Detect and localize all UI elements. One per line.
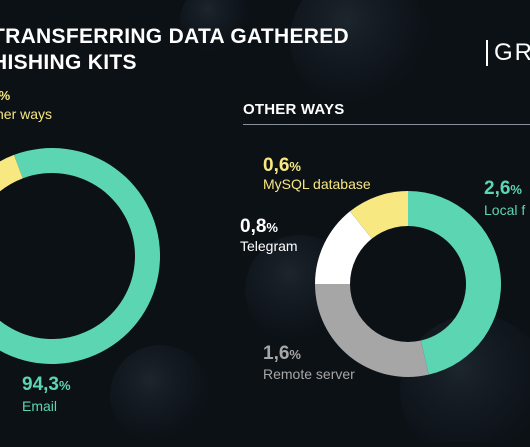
- slice-mysql-database: [350, 191, 408, 239]
- mysql-label: MySQL database: [263, 176, 371, 192]
- slice-email: [0, 148, 160, 364]
- logo-text: GR: [494, 39, 530, 66]
- slice-telegram: [315, 211, 372, 284]
- bubble-shape: [180, 0, 250, 55]
- bubble-shape: [290, 0, 430, 110]
- mysql-percent: 0,6%: [263, 155, 301, 176]
- slice-other-ways: [0, 154, 23, 192]
- email-percent: 94,3%: [22, 374, 71, 395]
- bubble-shape: [110, 345, 210, 445]
- other-ways-label: her ways: [0, 106, 53, 122]
- local-percent: 2,6%: [484, 178, 522, 199]
- local-label: Local f: [484, 202, 526, 218]
- slice-remote-server: [315, 284, 429, 377]
- chart-title-line-2: HISHING KITS: [0, 51, 137, 74]
- chart-title: TRANSFERRING DATA GATHERED HISHING KITS: [0, 24, 349, 76]
- slice-local-f: [408, 191, 501, 375]
- remote-label: Remote server: [263, 366, 355, 382]
- logo-bar-icon: [486, 40, 488, 66]
- chart-title-line-1: TRANSFERRING DATA GATHERED: [0, 25, 350, 48]
- telegram-label: Telegram: [240, 238, 298, 254]
- section-divider: [243, 124, 530, 125]
- telegram-percent: 0,8%: [240, 216, 278, 237]
- remote-percent: 1,6%: [263, 343, 301, 364]
- email-label: Email: [22, 398, 58, 414]
- other-ways-percent: 7%: [0, 84, 10, 106]
- brand-logo: GR: [486, 38, 530, 68]
- other-ways-title: OTHER WAYS: [243, 101, 345, 118]
